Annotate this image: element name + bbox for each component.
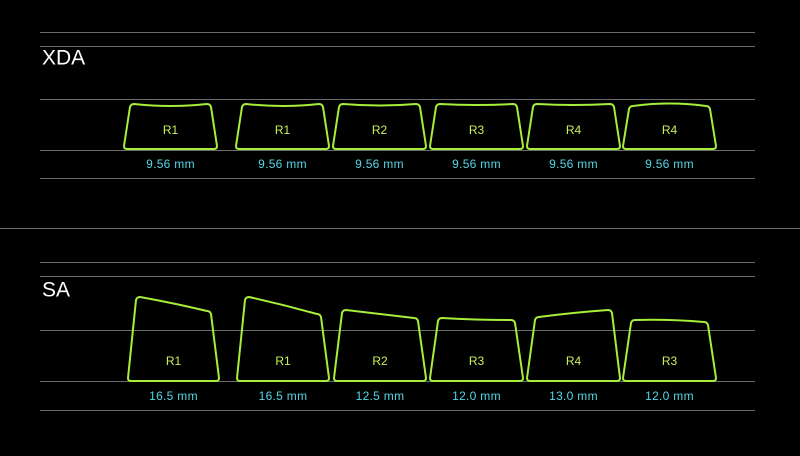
keycap xyxy=(622,318,717,382)
row-label: R1 xyxy=(166,354,182,368)
height-label: 9.56 mm xyxy=(549,157,598,171)
section-title: XDA xyxy=(42,47,85,70)
keycap xyxy=(622,102,717,150)
height-label: 9.56 mm xyxy=(258,157,307,171)
height-label: 9.56 mm xyxy=(452,157,501,171)
row-label: R2 xyxy=(372,354,388,368)
row-label: R2 xyxy=(372,123,388,137)
height-label: 13.0 mm xyxy=(549,389,598,403)
keycap xyxy=(526,103,621,150)
row-label: R1 xyxy=(163,123,179,137)
row-label: R4 xyxy=(566,354,582,368)
keycap xyxy=(429,317,524,382)
row-label: R3 xyxy=(662,354,678,368)
keycap xyxy=(429,103,524,150)
height-label: 16.5 mm xyxy=(149,389,198,403)
keycap xyxy=(127,296,220,382)
row-label: R4 xyxy=(662,123,678,137)
height-label: 9.56 mm xyxy=(645,157,694,171)
section-title: SA xyxy=(42,279,70,302)
height-label: 9.56 mm xyxy=(355,157,404,171)
keycap xyxy=(235,103,330,150)
keycap xyxy=(332,103,427,150)
keycap xyxy=(123,103,218,150)
keycap xyxy=(526,309,621,382)
row-label: R4 xyxy=(566,123,582,137)
keycap xyxy=(333,309,427,382)
row-label: R1 xyxy=(275,354,291,368)
row-label: R3 xyxy=(469,354,485,368)
height-label: 12.0 mm xyxy=(452,389,501,403)
row-label: R1 xyxy=(275,123,291,137)
height-label: 9.56 mm xyxy=(146,157,195,171)
height-label: 12.5 mm xyxy=(356,389,405,403)
height-label: 16.5 mm xyxy=(259,389,308,403)
row-label: R3 xyxy=(469,123,485,137)
height-label: 12.0 mm xyxy=(645,389,694,403)
keycap xyxy=(236,296,330,382)
